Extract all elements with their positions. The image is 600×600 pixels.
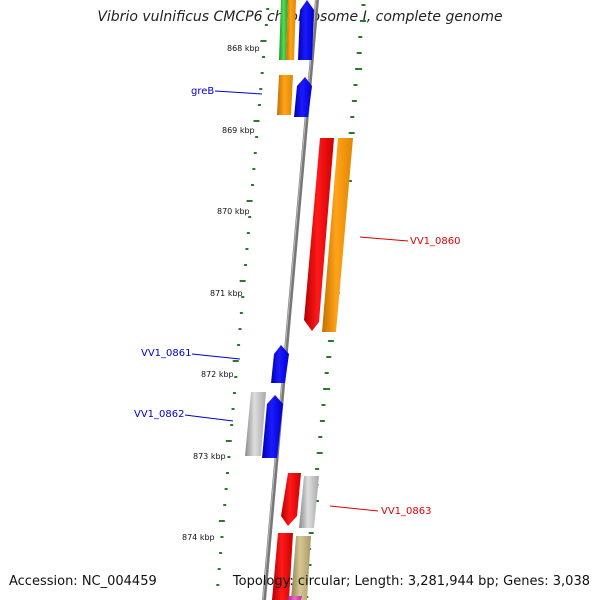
orange-feature-0860	[322, 138, 353, 332]
kbp-label-872: 872 kbp	[201, 370, 234, 379]
gc-content-ticks-left	[216, 8, 270, 586]
gene-label-vv1-0860: VV1_0860	[410, 236, 461, 247]
vv1-0862-cds	[262, 395, 283, 458]
gene-label-vv1-0862: VV1_0862	[134, 409, 185, 420]
vv1-0860-cds	[304, 138, 334, 331]
accession-text: Accession: NC_004459	[9, 574, 157, 589]
topology-text: Topology: circular; Length: 3,281,944 bp…	[232, 574, 590, 589]
vv1-0863-leader-line	[329, 505, 379, 512]
vv1-0861-leader-line	[191, 353, 241, 360]
orange-feature-greb	[277, 75, 293, 115]
grey-feature-0863	[299, 476, 319, 528]
greb-leader-line	[214, 90, 263, 95]
gene-label-greb: greB	[191, 86, 214, 97]
kbp-label-871: 871 kbp	[210, 289, 243, 298]
magenta-feature	[287, 596, 302, 600]
vv1-0861-cds	[271, 345, 289, 383]
kbp-label-870: 870 kbp	[217, 207, 250, 216]
green-feature	[279, 0, 288, 60]
kbp-label-869: 869 kbp	[222, 126, 255, 135]
gene-label-vv1-0863: VV1_0863	[381, 506, 432, 517]
kbp-label-868: 868 kbp	[227, 44, 260, 53]
khaki-feature	[291, 536, 311, 600]
blue-cds-top	[298, 0, 314, 60]
orange-feature-top	[286, 0, 296, 60]
kbp-label-874: 874 kbp	[182, 533, 215, 542]
greb-cds	[294, 77, 312, 117]
vv1-0862-leader-line	[184, 414, 234, 422]
grey-feature-0862	[245, 392, 266, 456]
red-cds-bottom	[272, 533, 293, 600]
vv1-0860-leader-line	[359, 236, 409, 242]
gene-label-vv1-0861: VV1_0861	[141, 348, 192, 359]
kbp-label-873: 873 kbp	[193, 452, 226, 461]
vv1-0863-cds	[281, 473, 301, 526]
